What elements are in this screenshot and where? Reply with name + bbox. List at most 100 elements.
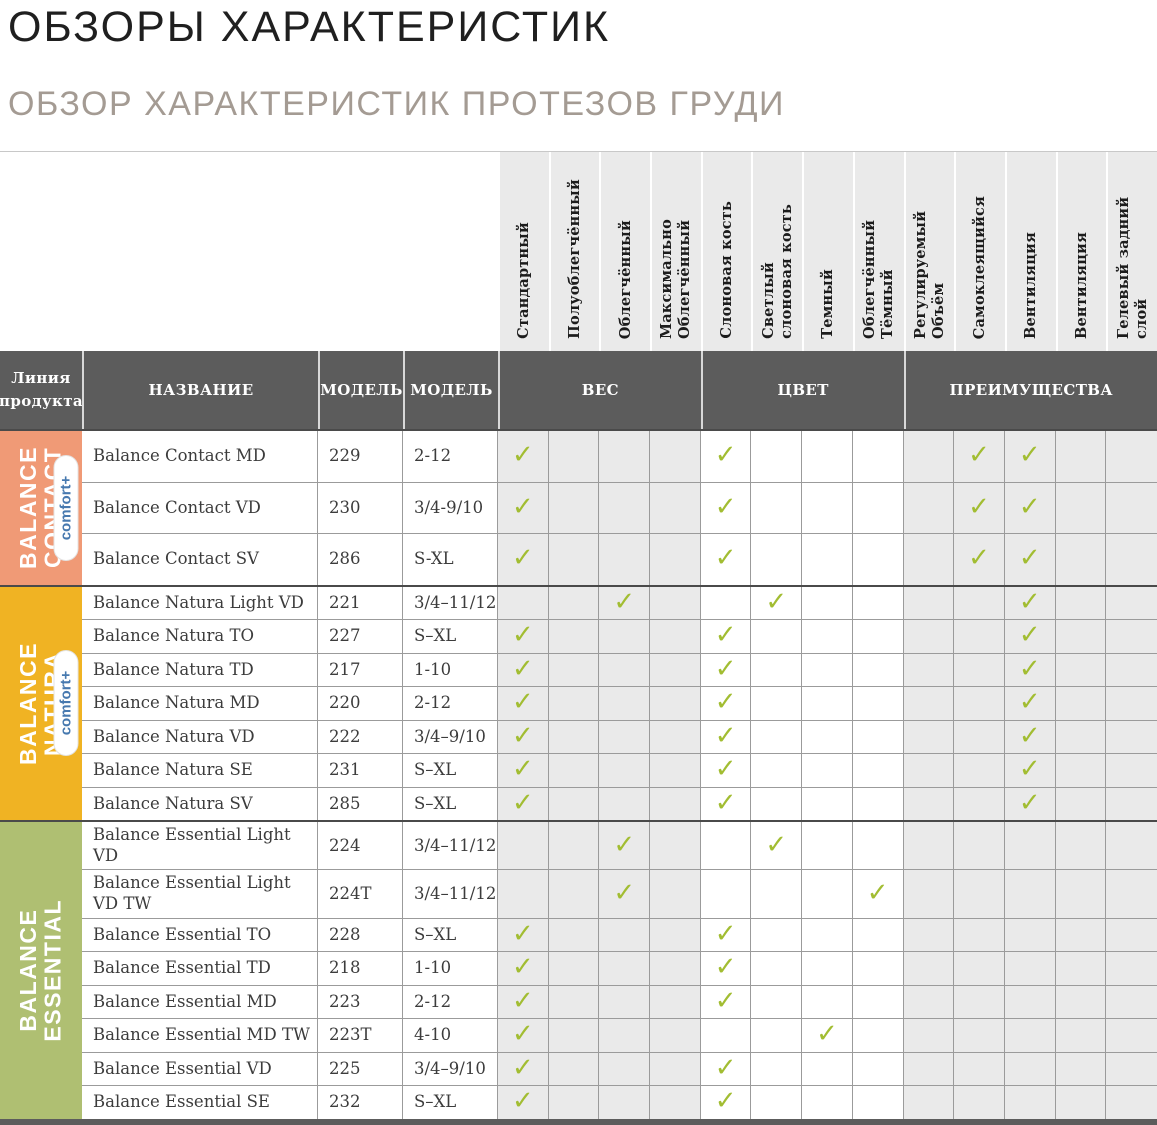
feature-cell <box>904 919 955 952</box>
feature-column-header-2: Полуоблегчённый <box>549 152 600 351</box>
feature-cell <box>599 919 650 952</box>
check-icon: ✓ <box>1019 753 1041 786</box>
feature-cell <box>954 822 1005 869</box>
feature-cell <box>650 1019 701 1052</box>
product-model: 217 <box>318 654 403 687</box>
feature-cell <box>549 919 600 952</box>
feature-cell <box>1005 1086 1056 1119</box>
check-icon: ✓ <box>512 1018 534 1051</box>
feature-cell <box>1106 687 1157 720</box>
feature-cell <box>853 431 904 482</box>
product-size: 1-10 <box>403 654 498 687</box>
product-name: Balance Natura VD <box>82 721 318 754</box>
feature-cell <box>802 1086 853 1119</box>
product-model: 232 <box>318 1086 403 1119</box>
product-size: S–XL <box>403 788 498 821</box>
feature-cell: ✓ <box>701 620 752 653</box>
feature-cell: ✓ <box>853 870 904 917</box>
feature-cell <box>599 483 650 533</box>
feature-column-header-12: Вентиляция <box>1056 152 1107 351</box>
feature-cell <box>1056 587 1107 620</box>
product-model: 228 <box>318 919 403 952</box>
feature-cell <box>650 822 701 869</box>
feature-cell <box>1056 654 1107 687</box>
feature-cell <box>599 534 650 584</box>
feature-cell: ✓ <box>498 919 549 952</box>
feature-cell: ✓ <box>701 1053 752 1086</box>
feature-cell <box>802 822 853 869</box>
product-size: 1-10 <box>403 952 498 985</box>
feature-cell: ✓ <box>1005 654 1056 687</box>
feature-cell <box>599 1019 650 1052</box>
feature-cell <box>1106 754 1157 787</box>
feature-cell <box>954 721 1005 754</box>
feature-cell <box>904 870 955 917</box>
product-size: S–XL <box>403 620 498 653</box>
feature-cell <box>853 1053 904 1086</box>
product-model: 224 <box>318 822 403 869</box>
feature-cell <box>853 654 904 687</box>
feature-cell <box>650 721 701 754</box>
comfort-badge: comfort+ <box>54 455 79 561</box>
check-icon: ✓ <box>715 720 737 753</box>
feature-cell <box>650 483 701 533</box>
feature-cell <box>853 687 904 720</box>
feature-cell: ✓ <box>701 483 752 533</box>
feature-cell <box>650 654 701 687</box>
feature-cell <box>751 1086 802 1119</box>
product-name: Balance Natura TD <box>82 654 318 687</box>
feature-cell <box>802 431 853 482</box>
feature-cell: ✓ <box>498 788 549 821</box>
feature-column-label: Регулируемый Объём <box>912 152 948 339</box>
check-icon: ✓ <box>715 985 737 1018</box>
check-icon: ✓ <box>1019 586 1041 619</box>
feature-cell <box>954 1053 1005 1086</box>
product-group: BALANCENATURAcomfort+Balance Natura Ligh… <box>0 585 1157 821</box>
feature-column-label: Самоклеящийся <box>971 196 989 339</box>
feature-cell <box>1106 986 1157 1019</box>
feature-cell <box>1106 952 1157 985</box>
check-icon: ✓ <box>613 829 635 862</box>
feature-cell <box>853 534 904 584</box>
feature-cell: ✓ <box>1005 788 1056 821</box>
feature-cell <box>954 1086 1005 1119</box>
feature-cell <box>701 1019 752 1052</box>
check-icon: ✓ <box>1019 619 1041 652</box>
feature-cell <box>1056 870 1107 917</box>
product-name: Balance Natura TO <box>82 620 318 653</box>
feature-cell <box>802 754 853 787</box>
check-icon: ✓ <box>1019 491 1041 524</box>
feature-cell <box>1106 721 1157 754</box>
feature-column-label: Полуоблегчённый <box>566 179 584 339</box>
comfort-badge: comfort+ <box>54 650 79 756</box>
feature-cell <box>1106 587 1157 620</box>
feature-cell <box>954 687 1005 720</box>
feature-cell <box>853 587 904 620</box>
product-size: 3/4-9/10 <box>403 483 498 533</box>
product-name: Balance Essential TO <box>82 919 318 952</box>
feature-cell <box>904 721 955 754</box>
product-model: 225 <box>318 1053 403 1086</box>
feature-cell: ✓ <box>498 687 549 720</box>
feature-cell <box>802 721 853 754</box>
product-model: 231 <box>318 754 403 787</box>
feature-cell <box>1106 1086 1157 1119</box>
feature-cell <box>549 986 600 1019</box>
feature-cell <box>1056 919 1107 952</box>
feature-cell <box>1106 483 1157 533</box>
feature-cell: ✓ <box>954 534 1005 584</box>
header-model: МОДЕЛЬ <box>318 351 403 429</box>
